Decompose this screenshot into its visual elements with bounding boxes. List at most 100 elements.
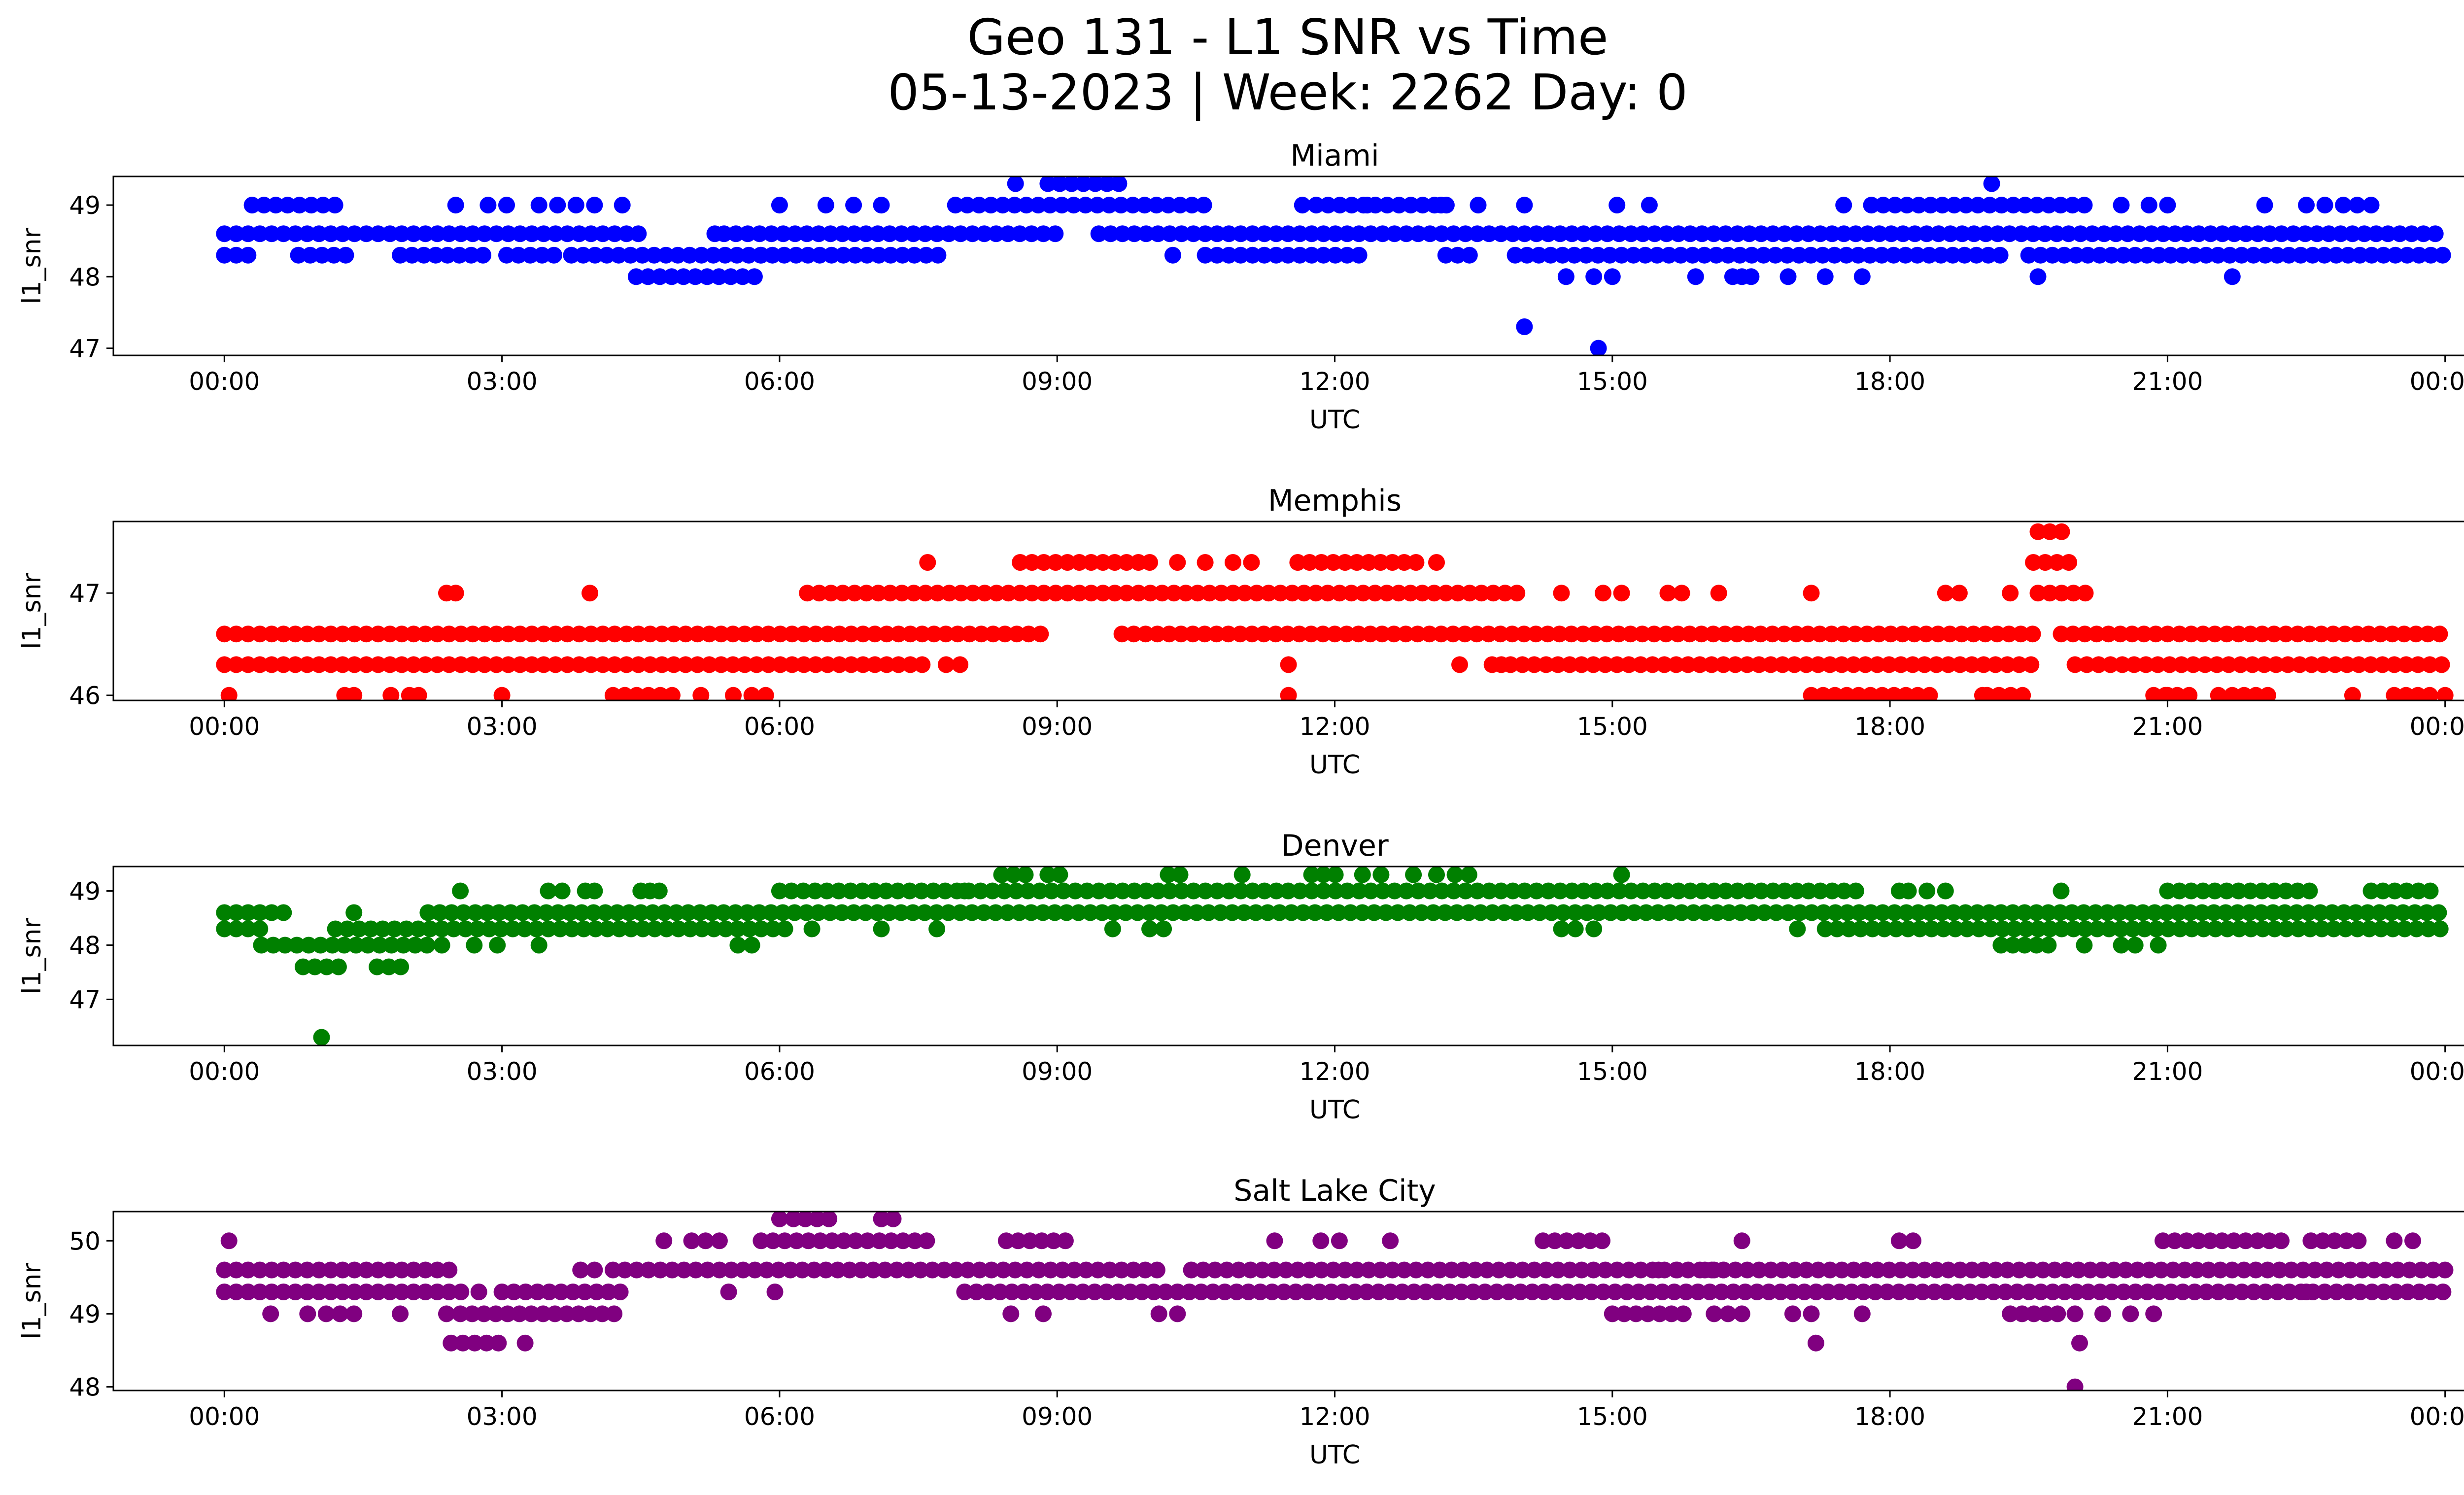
data-point xyxy=(313,1029,330,1045)
data-point xyxy=(2308,225,2326,243)
data-point xyxy=(582,656,600,673)
data-point xyxy=(2218,882,2235,900)
data-point xyxy=(1507,904,1525,921)
data-point xyxy=(2233,1284,2251,1300)
data-point xyxy=(847,1232,864,1250)
data-point xyxy=(1900,882,1917,900)
data-point xyxy=(873,920,890,938)
data-point xyxy=(928,904,945,921)
data-point xyxy=(220,1232,238,1250)
data-point xyxy=(2247,1261,2264,1279)
data-point xyxy=(1673,585,1690,602)
data-point xyxy=(1575,225,1592,243)
data-point xyxy=(1573,656,1590,673)
data-point xyxy=(1843,1284,1860,1300)
data-point xyxy=(2190,225,2207,243)
data-point xyxy=(1377,904,1395,921)
data-point xyxy=(1303,225,1320,243)
data-point xyxy=(639,268,656,285)
data-point xyxy=(1233,867,1251,883)
data-point xyxy=(228,246,245,264)
y-tick-label: 48 xyxy=(69,263,101,291)
data-point xyxy=(2249,225,2266,243)
data-point xyxy=(314,197,332,214)
data-point xyxy=(228,225,245,243)
data-point xyxy=(2164,1261,2182,1279)
data-point xyxy=(964,225,981,243)
data-point xyxy=(632,904,650,921)
data-point xyxy=(2049,1305,2066,1322)
data-point xyxy=(1905,1232,1921,1250)
data-point xyxy=(571,656,588,673)
data-point xyxy=(1118,554,1135,571)
data-point xyxy=(429,626,446,643)
data-point xyxy=(764,1232,782,1250)
y-tick-label: 48 xyxy=(69,932,101,960)
data-point xyxy=(1558,1232,1575,1250)
data-point xyxy=(1444,626,1462,643)
data-point xyxy=(1849,246,1867,264)
data-point xyxy=(1963,1261,1981,1279)
data-point xyxy=(559,626,576,643)
data-point xyxy=(2176,1261,2193,1279)
data-point xyxy=(1090,225,1107,243)
data-point xyxy=(821,1212,838,1227)
data-point xyxy=(1715,656,1732,673)
data-point xyxy=(310,1261,328,1279)
data-point xyxy=(1433,882,1450,900)
data-point xyxy=(1035,585,1053,602)
data-point xyxy=(2349,920,2366,938)
data-point xyxy=(1527,626,1544,643)
data-point xyxy=(1280,656,1297,673)
data-point xyxy=(1350,246,1368,264)
data-point xyxy=(1928,1261,1945,1279)
x-tick-label: 00:00 xyxy=(2410,1402,2464,1431)
data-point xyxy=(2375,246,2392,264)
data-point xyxy=(358,1261,375,1279)
data-point xyxy=(736,626,753,643)
data-point xyxy=(371,937,388,954)
data-point xyxy=(1213,585,1230,602)
data-point xyxy=(1833,656,1850,673)
data-point xyxy=(1492,225,1509,243)
data-point xyxy=(956,882,973,900)
data-point xyxy=(2271,1261,2288,1279)
data-point xyxy=(1183,197,1200,214)
data-point xyxy=(2301,920,2319,938)
data-point xyxy=(1113,626,1130,643)
data-point xyxy=(441,626,458,643)
data-point xyxy=(787,246,805,264)
data-point xyxy=(493,1284,511,1300)
data-point xyxy=(2024,626,2041,643)
data-point xyxy=(345,687,363,700)
data-point xyxy=(1968,246,1985,264)
data-point xyxy=(912,1261,929,1279)
data-point xyxy=(1244,246,1261,264)
data-point xyxy=(1741,225,1758,243)
data-point xyxy=(746,1261,763,1279)
data-point xyxy=(1719,1305,1737,1322)
data-point xyxy=(2080,1284,2097,1300)
data-point xyxy=(1847,225,1864,243)
data-point xyxy=(1526,1261,1543,1279)
data-point xyxy=(2214,1232,2230,1250)
data-point xyxy=(2332,225,2349,243)
data-point xyxy=(1697,904,1714,921)
data-point xyxy=(2423,1284,2440,1300)
data-point xyxy=(829,1261,846,1279)
data-point xyxy=(919,554,936,571)
data-point xyxy=(1561,656,1578,673)
figure-title: Geo 131 - L1 SNR vs Time 05-13-2023 | We… xyxy=(0,10,2464,120)
data-point xyxy=(2265,882,2283,900)
x-tick-label: 03:00 xyxy=(467,1057,538,1086)
data-point xyxy=(1331,197,1348,214)
data-point xyxy=(1398,882,1415,900)
data-point xyxy=(466,1334,483,1352)
data-point xyxy=(1160,197,1177,214)
data-point xyxy=(2076,197,2093,214)
data-point xyxy=(936,882,954,900)
data-point xyxy=(1232,225,1249,243)
data-point xyxy=(1267,246,1285,264)
data-point xyxy=(1330,904,1347,921)
data-point xyxy=(675,1261,692,1279)
